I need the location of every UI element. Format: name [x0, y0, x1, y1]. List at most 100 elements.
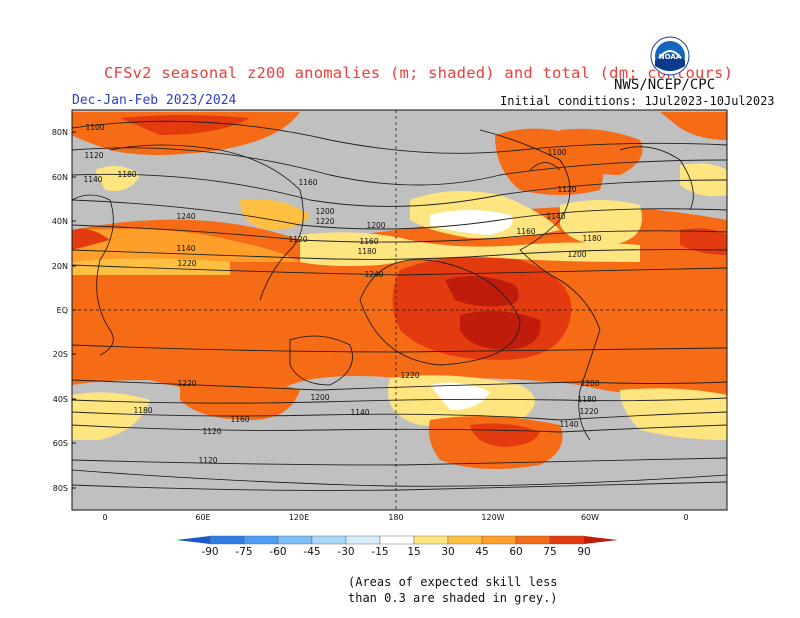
svg-text:1180: 1180 — [582, 234, 601, 243]
colorbar-segment — [447, 535, 483, 545]
colorbar-segment — [481, 535, 517, 545]
contour-label: 1140 — [176, 244, 195, 253]
anomaly-ea-30-45 — [240, 199, 310, 230]
contour-label: 1200 — [315, 207, 334, 216]
contour-label: 1200 — [580, 379, 599, 388]
contour-label: 1180 — [133, 406, 152, 415]
anomaly-atl-east-75-90 — [680, 228, 727, 255]
colorbar-segment — [379, 535, 415, 545]
contour-label: 1140 — [546, 212, 565, 221]
svg-text:1120: 1120 — [557, 185, 576, 194]
skill-note-line1: (Areas of expected skill less — [348, 575, 558, 589]
contour-label: 1200 — [366, 221, 385, 230]
svg-text:1120: 1120 — [198, 456, 217, 465]
contour-label: 1120 — [557, 185, 576, 194]
svg-text:1220: 1220 — [579, 407, 598, 416]
anomaly-90-plus-north — [445, 276, 519, 307]
anomaly-sp-near-zero — [430, 382, 490, 410]
season-label: Dec-Jan-Feb 2023/2024 — [72, 93, 237, 108]
svg-text:1140: 1140 — [176, 244, 195, 253]
contour-label: 1160 — [359, 237, 378, 246]
contour-label: 1100 — [547, 148, 566, 157]
colorbar-segment — [515, 535, 551, 545]
svg-text:1160: 1160 — [516, 227, 535, 236]
lon-label: 180 — [388, 513, 403, 522]
noaa-logo-icon: NOAA — [650, 36, 690, 76]
contour-label: 1180 — [357, 247, 376, 256]
lat-label: 40S — [53, 395, 68, 404]
contour-label: 1220 — [315, 217, 334, 226]
contour-label: 1140 — [83, 175, 102, 184]
colorbar-segment — [243, 535, 279, 545]
colorbar-segment — [345, 535, 381, 545]
anomaly-45-60 — [72, 228, 300, 262]
anomaly-15-30 — [300, 232, 640, 266]
anomaly-na2-60-75 — [560, 128, 643, 175]
svg-text:1160: 1160 — [359, 237, 378, 246]
skill-note: (Areas of expected skill less than 0.3 a… — [348, 574, 558, 606]
svg-text:1180: 1180 — [577, 395, 596, 404]
svg-text:1180: 1180 — [117, 170, 136, 179]
initial-conditions-label: Initial conditions: 1Jul2023-10Jul2023 — [500, 94, 775, 108]
lon-label: 0 — [102, 513, 107, 522]
svg-text:1200: 1200 — [580, 379, 599, 388]
anomaly-90-plus-south — [460, 311, 541, 350]
noaa-logo-text: NOAA — [659, 53, 682, 61]
lat-ticks: 80N 60N 40N 20N EQ 20S 40S 60S 80S — [52, 128, 76, 493]
colorbar-segment — [413, 535, 449, 545]
contour-label: 1100 — [85, 123, 104, 132]
colorbar-arrow-high — [584, 536, 618, 544]
contour-label: 1220 — [177, 379, 196, 388]
svg-text:1160: 1160 — [298, 178, 317, 187]
contour-label: 1120 — [202, 427, 221, 436]
anomaly-so-75-90 — [470, 423, 540, 447]
svg-text:1200: 1200 — [567, 250, 586, 259]
contour-label: 1120 — [198, 456, 217, 465]
contour-label: 1180 — [117, 170, 136, 179]
colorbar-label: 45 — [475, 546, 489, 558]
skill-note-line2: than 0.3 are shaded in grey.) — [348, 591, 558, 605]
contour-label: 1220 — [177, 259, 196, 268]
lon-ticks: 0 60E 120E 180 120W 60W 0 — [102, 513, 688, 522]
anomaly-30-45 — [72, 258, 230, 275]
colorbar-segment — [277, 535, 313, 545]
svg-text:1100: 1100 — [85, 123, 104, 132]
height-contours — [72, 120, 727, 491]
colorbar-segment — [311, 535, 347, 545]
svg-text:1220: 1220 — [177, 259, 196, 268]
contour-label: 1140 — [350, 408, 369, 417]
lat-label: 60N — [52, 173, 68, 182]
contour-label: 1160 — [298, 178, 317, 187]
contour-label: 1220 — [579, 407, 598, 416]
contour-label: 1200 — [310, 393, 329, 402]
anomaly-sa-15-30 — [72, 392, 150, 440]
contour-label: 1140 — [559, 420, 578, 429]
anomaly-near-zero-np — [430, 210, 513, 235]
colorbar-label: -30 — [337, 546, 355, 558]
contour-label: 1240 — [176, 212, 195, 221]
colorbar-label: 15 — [407, 546, 421, 558]
lat-label: 80N — [52, 128, 68, 137]
colorbar-label: -60 — [269, 546, 287, 558]
colorbar-label: -90 — [201, 546, 219, 558]
contour-label: 1180 — [577, 395, 596, 404]
svg-text:1220: 1220 — [177, 379, 196, 388]
svg-text:1240: 1240 — [364, 270, 383, 279]
colorbar-segment — [209, 535, 245, 545]
colorbar-label: 60 — [509, 546, 523, 558]
agency-label: NWS/NCEP/CPC — [614, 77, 716, 93]
lat-label: 20S — [53, 350, 68, 359]
anomaly-arctic-east — [660, 112, 727, 140]
svg-text:1220: 1220 — [400, 371, 419, 380]
anomaly-asia-15-30 — [95, 166, 140, 191]
lon-label: 60E — [195, 513, 210, 522]
svg-text:1140: 1140 — [83, 175, 102, 184]
contour-label: 1200 — [567, 250, 586, 259]
svg-text:1220: 1220 — [315, 217, 334, 226]
svg-text:1180: 1180 — [357, 247, 376, 256]
svg-text:1120: 1120 — [84, 151, 103, 160]
lat-label: 80S — [53, 484, 68, 493]
svg-text:1120: 1120 — [202, 427, 221, 436]
